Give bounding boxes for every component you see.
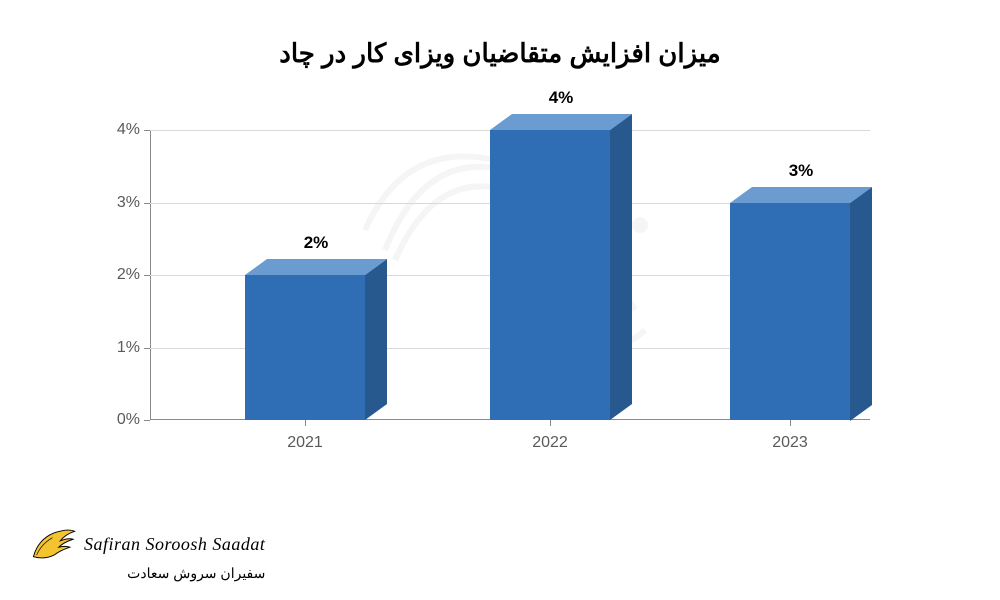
bar-side: [610, 114, 632, 420]
y-axis-label: 2%: [90, 266, 140, 284]
bar-side: [850, 187, 872, 421]
bar-front: [490, 130, 610, 420]
bar-top: [730, 187, 872, 203]
y-axis-label: 1%: [90, 339, 140, 357]
x-tick: [790, 420, 791, 426]
x-tick: [550, 420, 551, 426]
x-axis-label: 2023: [772, 434, 808, 452]
y-tick: [144, 130, 150, 131]
bar: 4%: [490, 114, 632, 420]
y-axis-label: 3%: [90, 194, 140, 212]
chart-title: میزان افزایش متقاضیان ویزای کار در چاد: [0, 38, 1000, 69]
x-tick: [305, 420, 306, 426]
bar-top: [245, 259, 387, 275]
bar-value-label: 2%: [256, 233, 376, 253]
x-axis-label: 2021: [287, 434, 323, 452]
y-tick: [144, 203, 150, 204]
bar: 2%: [245, 259, 387, 420]
y-tick: [144, 348, 150, 349]
wing-icon: [30, 525, 78, 563]
logo-text-fa: سفیران سروش سعادت: [84, 565, 265, 582]
y-axis-label: 0%: [90, 411, 140, 429]
bar-value-label: 4%: [501, 88, 621, 108]
bar-top: [490, 114, 632, 130]
brand-logo: Safiran Soroosh Saadat سفیران سروش سعادت: [30, 525, 265, 582]
y-tick: [144, 420, 150, 421]
bar: 3%: [730, 187, 872, 421]
x-axis-label: 2022: [532, 434, 568, 452]
bar-front: [730, 203, 850, 421]
y-axis-label: 4%: [90, 121, 140, 139]
logo-text-en: Safiran Soroosh Saadat: [84, 534, 265, 555]
bar-value-label: 3%: [741, 161, 861, 181]
y-tick: [144, 275, 150, 276]
chart-plot-area: 0%1%2%3%4%2%20214%20223%2023: [150, 130, 870, 420]
bar-front: [245, 275, 365, 420]
bar-side: [365, 259, 387, 420]
